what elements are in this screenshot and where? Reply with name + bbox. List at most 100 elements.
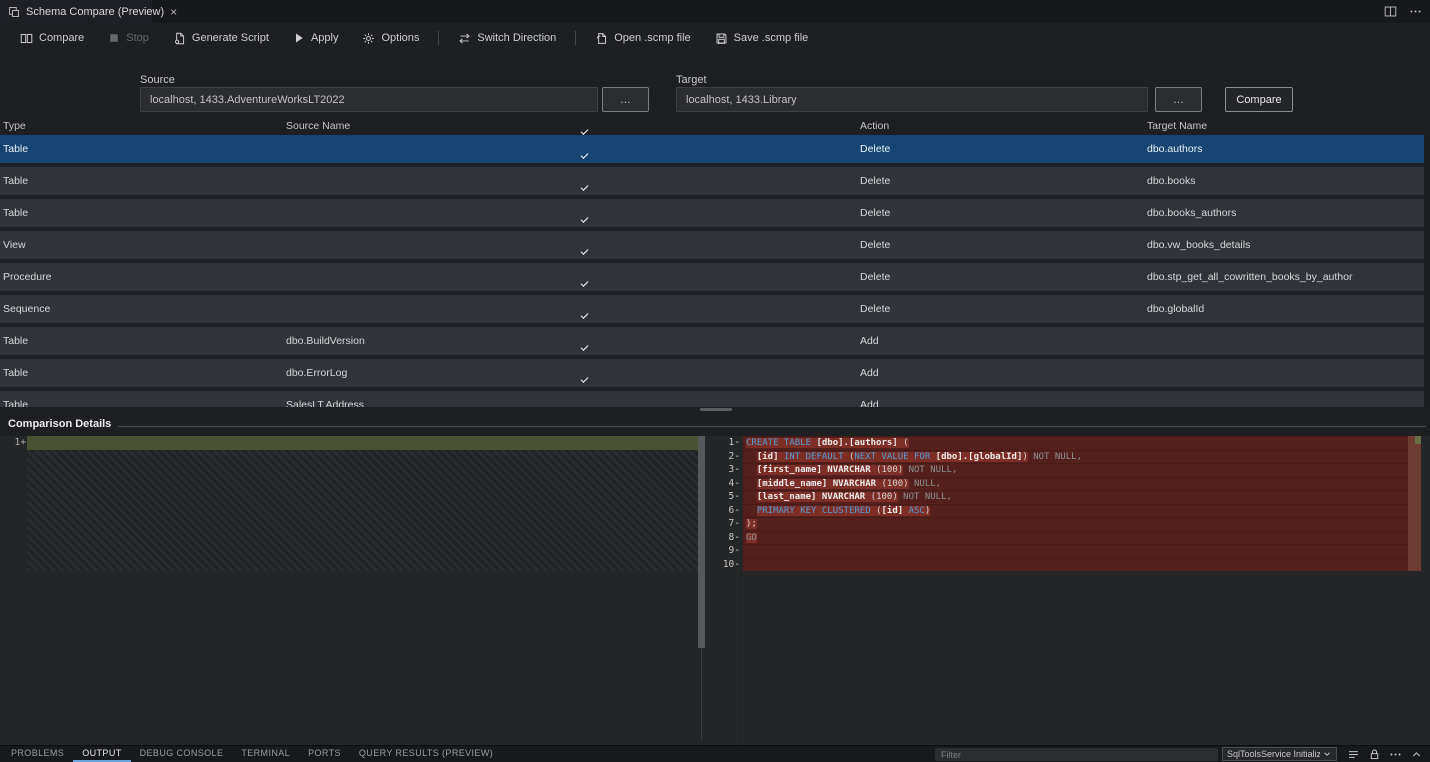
column-type: Type (3, 119, 26, 132)
table-row[interactable]: View Delete dbo.vw_books_details (0, 231, 1424, 263)
toolbar-compare-button[interactable]: Compare (8, 26, 96, 50)
compare-button[interactable]: Compare (1225, 87, 1293, 112)
tab-schema-compare[interactable]: Schema Compare (Preview) × (0, 0, 177, 23)
grid-vertical-scrollbar[interactable] (1424, 135, 1430, 407)
open-file-icon (595, 32, 608, 45)
target-code-line: 4- [middle_name] NVARCHAR (100) NULL, (707, 476, 1430, 490)
deleted-line-content (743, 557, 1408, 571)
panel-tab-query-results-preview[interactable]: QUERY RESULTS (PREVIEW) (358, 748, 494, 758)
source-browse-button[interactable]: … (602, 87, 649, 112)
panel-tab-problems[interactable]: PROBLEMS (11, 748, 65, 758)
diff-missing-region (27, 449, 698, 571)
connection-section: Source … Target … Compare (0, 53, 1430, 116)
target-label: Target (676, 74, 707, 86)
target-code-line: 1- CREATE TABLE [dbo].[authors] ( (707, 436, 1430, 450)
table-row[interactable]: Procedure Delete dbo.stp_get_all_cowritten… (0, 263, 1424, 295)
generate-script-icon (173, 32, 186, 45)
compare-icon (20, 32, 33, 45)
deleted-line-content: [last_name] NVARCHAR (100) NOT NULL, (743, 490, 1408, 504)
options-icon (362, 32, 375, 45)
target-code-line: 5- [last_name] NVARCHAR (100) NOT NULL, (707, 490, 1430, 504)
more-actions-icon[interactable] (1409, 5, 1422, 18)
panel-tab-ports[interactable]: PORTS (308, 748, 341, 758)
diff-gutter-line (740, 571, 741, 745)
maximize-panel-icon[interactable] (1410, 748, 1423, 761)
toolbar-save-scmp-file-button[interactable]: Save .scmp file (703, 26, 821, 50)
close-icon[interactable]: × (170, 4, 178, 19)
diff-target-pane[interactable]: 1- CREATE TABLE [dbo].[authors] (2- [id] … (707, 436, 1430, 745)
deleted-line-content: [middle_name] NVARCHAR (100) NULL, (743, 476, 1408, 490)
diff-source-pane[interactable]: 1+ (0, 436, 707, 745)
cell-action: Add (860, 367, 879, 379)
cell-type: Sequence (3, 303, 51, 315)
toolbar-button-label: Compare (39, 32, 85, 44)
table-row[interactable]: Table dbo.ErrorLog Add (0, 359, 1424, 391)
target-line-number: 8- (728, 531, 740, 543)
target-browse-button[interactable]: … (1155, 87, 1202, 112)
target-code-line: 3- [first_name] NVARCHAR (100) NOT NULL, (707, 463, 1430, 477)
diff-added-line (27, 436, 698, 450)
cell-action: Delete (860, 175, 891, 187)
cell-source-name: SalesLT.Address (286, 399, 365, 407)
toolbar-options-button[interactable]: Options (350, 26, 431, 50)
target-code-line: 7-); (707, 517, 1430, 531)
source-line-number: 1+ (14, 437, 26, 448)
panel-tab-debug-console[interactable]: DEBUG CONSOLE (139, 748, 224, 758)
cell-target-name: dbo.vw_books_details (1147, 239, 1251, 251)
table-row[interactable]: Table Delete dbo.books (0, 167, 1424, 199)
toolbar-switch-direction-button[interactable]: Switch Direction (446, 26, 568, 50)
cell-type: Table (3, 399, 29, 407)
more-actions-icon[interactable] (1389, 748, 1402, 761)
target-code-line: 8- GO (707, 530, 1430, 544)
toolbar-button-label: Save .scmp file (733, 32, 809, 44)
target-line-number: 4- (728, 477, 740, 489)
output-filter-input[interactable] (935, 748, 1218, 761)
deleted-line-content: [id] INT DEFAULT (NEXT VALUE FOR [dbo].[… (743, 449, 1408, 463)
target-line-number: 5- (728, 491, 740, 502)
grid-header: Type Source Name Action Target Name (0, 116, 1424, 135)
panel-tab-terminal[interactable]: TERMINAL (241, 748, 291, 758)
source-input[interactable] (140, 87, 598, 112)
cell-target-name: dbo.books (1147, 175, 1196, 187)
split-editor-icon[interactable] (1384, 5, 1397, 18)
cell-type: Table (3, 143, 29, 155)
diff-overview-ruler (1408, 436, 1421, 571)
table-row[interactable]: Table dbo.BuildVersion Add (0, 327, 1424, 359)
toolbar-open-scmp-file-button[interactable]: Open .scmp file (583, 26, 702, 50)
toolbar-button-label: Generate Script (191, 32, 269, 44)
toolbar-generate-script-button[interactable]: Generate Script (161, 26, 281, 50)
toolbar-stop-button: Stop (96, 26, 161, 50)
tab-title: Schema Compare (Preview) (26, 5, 165, 18)
panel-tab-output[interactable]: OUTPUT (73, 746, 130, 762)
table-row[interactable]: Table Delete dbo.books_authors (0, 199, 1424, 231)
cell-action: Add (860, 399, 879, 407)
deleted-line-content: [first_name] NVARCHAR (100) NOT NULL, (743, 463, 1408, 477)
toolbar-separator (438, 31, 440, 45)
save-file-icon (715, 32, 728, 45)
cell-target-name: dbo.globalId (1147, 303, 1205, 315)
deleted-line-content (743, 544, 1408, 558)
diff-left-scrollbar[interactable] (698, 436, 705, 648)
cell-source-name: dbo.ErrorLog (286, 367, 348, 379)
cell-action: Delete (860, 271, 891, 283)
table-row[interactable]: Table SalesLT.Address Add (0, 391, 1424, 407)
table-row[interactable]: Sequence Delete dbo.globalId (0, 295, 1424, 327)
grid-horizontal-scrollbar[interactable] (700, 408, 732, 411)
deleted-line-content: GO (743, 530, 1408, 544)
comparison-details-title: Comparison Details (8, 418, 112, 430)
column-target-name: Target Name (1147, 119, 1208, 132)
table-row[interactable]: Table Delete dbo.authors (0, 135, 1424, 167)
target-input[interactable] (676, 87, 1148, 112)
output-channel-label: SqlToolsService Initializ (1227, 749, 1320, 759)
scroll-lock-icon[interactable] (1368, 748, 1381, 761)
details-divider (118, 426, 1426, 427)
clear-output-icon[interactable] (1347, 748, 1360, 761)
output-channel-select[interactable]: SqlToolsService Initializ (1222, 747, 1337, 761)
source-label: Source (140, 74, 175, 86)
target-code-line: 10- (707, 557, 1430, 571)
cell-action: Delete (860, 239, 891, 251)
target-line-number: 9- (728, 545, 740, 556)
column-action: Action (860, 119, 890, 132)
toolbar-apply-button[interactable]: Apply (281, 26, 351, 50)
